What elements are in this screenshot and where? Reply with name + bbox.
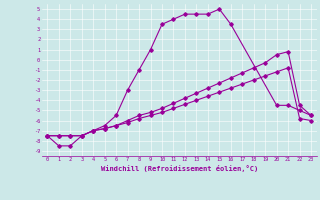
X-axis label: Windchill (Refroidissement éolien,°C): Windchill (Refroidissement éolien,°C)	[100, 165, 258, 172]
